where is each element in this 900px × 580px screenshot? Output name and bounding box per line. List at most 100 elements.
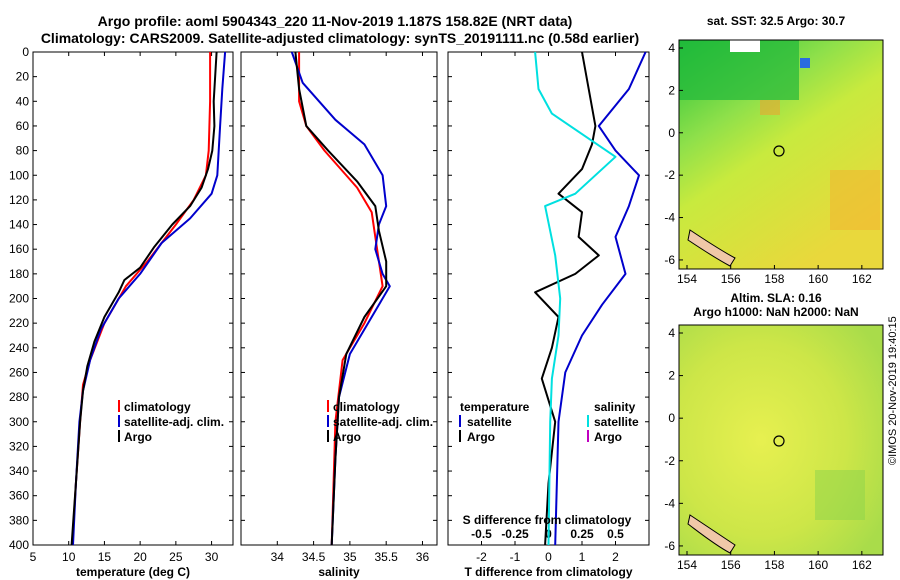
header-line2: Climatology: CARS2009. Satellite-adjuste… [41,30,639,46]
series-line-satellite-adj-clim- [290,51,391,546]
imos-credit: ©IMOS 20-Nov-2019 19:40:15 [887,316,899,465]
map-y-tick-label: 0 [668,411,675,425]
x-tick-label: 35 [343,550,357,564]
y-tick-label: 80 [16,144,30,158]
salinity-legend: climatology satellite-adj. clim. Argo [327,400,433,444]
x-tick-label: 25 [169,550,183,564]
series-line-t-argo [534,51,600,546]
x-axis-label: T difference from climatology [464,565,632,579]
y-tick-label: 400 [9,538,29,552]
x-tick-label: 30 [205,550,219,564]
series-line-s-satellite [534,51,617,546]
sst-axis-ticks: 154 156 158 160 162 4 2 0 -2 -4 -6 [664,41,872,286]
x-tick-label: 1 [579,550,586,564]
map-y-tick-label: -6 [664,539,675,553]
series-line-argo [70,51,218,546]
x-tick-label: 20 [133,550,147,564]
legend-t-argo: Argo [467,430,495,444]
y-tick-label: 0 [22,45,29,59]
map-y-tick-label: -2 [664,168,675,182]
legend-s-argo: Argo [594,430,622,444]
x-tick-label: 5 [30,550,37,564]
map-x-tick-label: 162 [852,558,872,572]
salinity-panel: 34 34.5 35 35.5 36 salinity [240,51,438,579]
x-axis-label: salinity [318,565,360,579]
legend-salinity-header: salinity [594,400,636,414]
map-y-tick-label: 0 [668,126,675,140]
temperature-legend: climatology satellite-adj. clim. Argo [118,400,224,444]
y-tick-label: 360 [9,489,29,503]
y-tick-label: 340 [9,464,29,478]
y-tick-label: 20 [16,70,30,84]
legend-climatology: climatology [124,400,191,414]
island-shape [687,514,736,554]
map-x-tick-label: 154 [677,272,697,286]
legend-argo: Argo [333,430,361,444]
sst-map-title: sat. SST: 32.5 Argo: 30.7 [707,14,846,28]
y-tick-label: 260 [9,365,29,379]
series-line-climatology [71,52,212,546]
y-tick-label: 40 [16,94,30,108]
sst-patch [830,170,880,230]
sla-map-frame [678,324,884,556]
x-tick-label: 34 [271,550,285,564]
x-tick-label: 34.5 [302,550,326,564]
y-tick-label: 100 [9,168,29,182]
legend-satellite: satellite-adj. clim. [333,415,433,429]
y-tick-label: 160 [9,242,29,256]
sst-missing [730,40,760,52]
x-tick-label: 0 [545,550,552,564]
plot-frame [240,51,438,546]
y-tick-label: 320 [9,439,29,453]
series-line-argo [294,51,388,546]
y-tick-label: 240 [9,341,29,355]
legend-climatology: climatology [333,400,400,414]
legend-s-satellite: satellite [594,415,639,429]
map-y-tick-label: -4 [664,496,675,510]
x-tick-label: 35.5 [375,550,399,564]
island-shape [687,229,736,267]
map-x-tick-label: 156 [721,558,741,572]
sst-patch [800,58,810,68]
x-tick-label: 10 [62,550,76,564]
y-tick-label: 300 [9,415,29,429]
difference-legend: temperature satellite Argo salinity sate… [459,400,639,444]
sst-patch [760,100,780,115]
x-tick-label: -2 [476,550,487,564]
legend-satellite: satellite-adj. clim. [124,415,224,429]
sla-patch [815,470,865,520]
x-tick-label: 36 [416,550,430,564]
sla-field [679,325,883,555]
plot-frame [32,51,234,546]
sst-map-frame [678,39,884,270]
sla-map-title1: Altim. SLA: 0.16 [730,291,822,305]
difference-panel: -2 -1 0 1 2T difference from climatology -0.5… [447,51,650,579]
map-y-tick-label: 2 [668,369,675,383]
map-x-tick-label: 156 [721,272,741,286]
legend-temperature-header: temperature [460,400,530,414]
y-tick-label: 140 [9,218,29,232]
map-y-tick-label: 2 [668,83,675,97]
sla-axis-ticks: 154 156 158 160 162 4 2 0 -2 -4 -6 [664,326,872,572]
sla-map-title2: Argo h1000: NaN h2000: NaN [693,305,858,319]
map-y-tick-label: -6 [664,253,675,267]
x-tick-label: -1 [510,550,521,564]
map-y-tick-label: 4 [668,41,675,55]
plot-frame [447,51,650,546]
y-tick-label: 220 [9,316,29,330]
y-tick-label: 200 [9,292,29,306]
x-axis-label: temperature (deg C) [76,565,190,579]
y-tick-label: 120 [9,193,29,207]
s-tick-label: 0.25 [570,527,594,541]
series-line-t-satellite [554,51,647,546]
x-tick-label: 2 [612,550,619,564]
s-tick-label: 0.5 [607,527,624,541]
s-diff-label: S difference from climatology [463,513,632,527]
map-x-tick-label: 154 [677,558,697,572]
y-tick-label: 60 [16,119,30,133]
temperature-panel: 0 20 40 60 80 100 120 140 160 180 200 220 240 260 280 3… [9,45,234,579]
argo-location-marker [773,145,785,157]
sla-map: 154 156 158 160 162 4 2 0 -2 -4 -6 [664,324,884,572]
map-x-tick-label: 160 [808,558,828,572]
